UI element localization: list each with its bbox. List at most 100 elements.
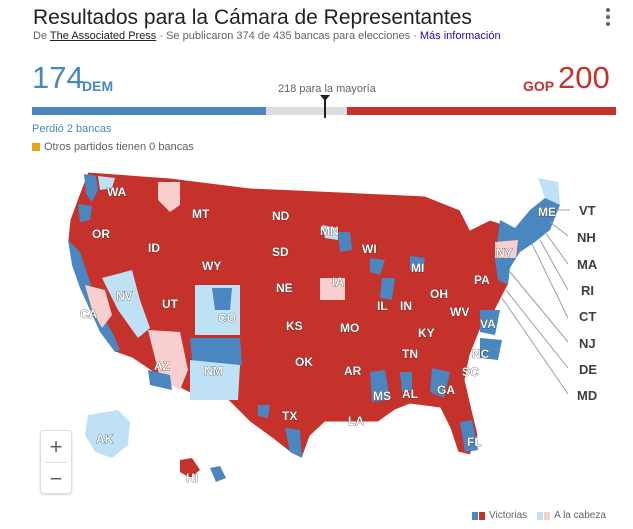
- state-label-al: AL: [402, 387, 418, 401]
- map-nm-dem[interactable]: [190, 338, 242, 368]
- zoom-in-button[interactable]: +: [49, 433, 63, 459]
- state-label-sc: SC: [462, 365, 479, 379]
- map-az-lead[interactable]: [148, 330, 188, 390]
- map-ms-dem[interactable]: [370, 370, 390, 402]
- more-info-link[interactable]: Más información: [419, 30, 501, 42]
- map-tx-dem-2[interactable]: [258, 405, 270, 418]
- state-label-nv: NV: [116, 289, 133, 303]
- state-label-il: IL: [377, 299, 388, 313]
- map-mn-dem[interactable]: [338, 232, 352, 252]
- source-detail: · Se publicaron 374 de 435 bancas para e…: [159, 30, 417, 42]
- state-label-la: LA: [348, 414, 364, 428]
- state-label-wy: WY: [202, 259, 221, 273]
- state-label-ne: NE: [276, 281, 293, 295]
- majority-label: 218 para la mayoría: [278, 83, 376, 95]
- state-label-sd: SD: [272, 245, 289, 259]
- map-me-dem[interactable]: [540, 202, 552, 218]
- page-title: Resultados para la Cámara de Representan…: [33, 6, 472, 29]
- zoom-control: + −: [40, 430, 72, 494]
- state-label-wi: WI: [362, 242, 377, 256]
- state-label-wv: WV: [450, 305, 469, 319]
- state-label-fl: FL: [467, 435, 482, 449]
- map-mn-lead[interactable]: [322, 225, 338, 240]
- map-wa-lead[interactable]: [98, 176, 115, 190]
- state-label-co: CO: [218, 311, 236, 325]
- legend-gop-win-swatch: [479, 511, 485, 520]
- state-label-oh: OH: [430, 287, 448, 301]
- state-label-ny: NY: [496, 246, 513, 260]
- map-al-dem[interactable]: [400, 372, 412, 392]
- state-label-ut: UT: [162, 297, 179, 311]
- map-nc-dem[interactable]: [480, 338, 502, 360]
- map-co-dem[interactable]: [212, 288, 232, 310]
- us-map-svg[interactable]: WA OR CA ID NV MT WY UT AZ CO NM ND SD N…: [40, 160, 630, 505]
- map-mi-dem[interactable]: [410, 256, 425, 272]
- map-va-dem[interactable]: [480, 310, 500, 335]
- state-label-ar: AR: [344, 364, 362, 378]
- state-label-mi: MI: [411, 261, 424, 275]
- state-label-tn: TN: [402, 347, 418, 361]
- state-label-or: OR: [92, 227, 110, 241]
- state-label-wa: WA: [107, 185, 127, 199]
- state-label-ca: CA: [80, 307, 98, 321]
- map-hawaii-2[interactable]: [210, 466, 226, 482]
- callout-label-ri[interactable]: RI: [581, 283, 594, 298]
- house-results-map[interactable]: WA OR CA ID NV MT WY UT AZ CO NM ND SD N…: [40, 160, 630, 505]
- callout-label-ct[interactable]: CT: [579, 309, 596, 324]
- map-ga-dem[interactable]: [430, 368, 450, 398]
- map-il-dem[interactable]: [380, 278, 395, 300]
- dem-seat-count: 174: [32, 60, 84, 95]
- state-label-nm: NM: [204, 364, 223, 378]
- map-wi-dem[interactable]: [370, 258, 385, 275]
- callout-label-nj[interactable]: NJ: [579, 336, 596, 351]
- state-label-ia: IA: [332, 275, 344, 289]
- callout-lines: [501, 209, 570, 395]
- state-label-mn: MN: [320, 224, 339, 238]
- other-party-swatch: [32, 143, 40, 151]
- callout-label-nh[interactable]: NH: [577, 230, 596, 245]
- callout-label-md[interactable]: MD: [577, 388, 597, 403]
- state-label-hi: HI: [186, 471, 198, 485]
- state-label-ok: OK: [295, 355, 313, 369]
- state-label-va: VA: [480, 317, 496, 331]
- majority-marker-line: [323, 100, 326, 118]
- source-line: De The Associated Press · Se publicaron …: [33, 30, 501, 42]
- legend-gop-lead-swatch: [544, 511, 551, 520]
- state-label-nc: NC: [472, 347, 490, 361]
- map-seattle-dem[interactable]: [84, 174, 98, 202]
- map-hawaii[interactable]: [180, 458, 200, 478]
- source-link[interactable]: The Associated Press: [49, 30, 157, 42]
- map-nm-lead[interactable]: [190, 360, 240, 400]
- map-ny-lead[interactable]: [495, 240, 518, 258]
- map-fl-dem[interactable]: [460, 420, 478, 452]
- map-tx-dem[interactable]: [285, 428, 302, 458]
- other-party-text: Otros partidos tienen 0 bancas: [44, 141, 194, 153]
- map-alaska[interactable]: [85, 410, 130, 458]
- state-label-me: ME: [538, 205, 556, 219]
- map-ca-lead[interactable]: [85, 285, 112, 328]
- state-label-nd: ND: [272, 209, 290, 223]
- state-label-tx: TX: [282, 409, 297, 423]
- map-id-gop-lead[interactable]: [158, 182, 180, 212]
- majority-marker-icon: [319, 95, 330, 101]
- other-parties-note: Otros partidos tienen 0 bancas: [32, 141, 194, 153]
- map-az-dem[interactable]: [148, 370, 172, 390]
- more-options-icon[interactable]: [598, 6, 618, 28]
- legend-dem-win-swatch: [472, 511, 478, 520]
- dem-bar-segment: [32, 107, 266, 115]
- zoom-out-button[interactable]: −: [49, 465, 63, 491]
- callout-label-de[interactable]: DE: [579, 362, 597, 377]
- map-portland-dem[interactable]: [78, 204, 92, 222]
- callout-label-vt[interactable]: VT: [579, 203, 596, 218]
- callout-label-ma[interactable]: MA: [577, 257, 598, 272]
- map-me-lead[interactable]: [538, 178, 560, 205]
- state-label-pa: PA: [474, 273, 490, 287]
- legend-wins-label: Victorias: [489, 510, 528, 521]
- state-label-ky: KY: [418, 326, 435, 340]
- source-prefix: De: [33, 30, 48, 42]
- dem-label: DEM: [82, 78, 114, 94]
- map-ia-lead[interactable]: [320, 278, 345, 300]
- gop-seat-count: 200: [558, 60, 610, 95]
- map-nv-dem-lead[interactable]: [102, 270, 150, 338]
- seats-lost-note: Perdió 2 bancas: [32, 123, 112, 135]
